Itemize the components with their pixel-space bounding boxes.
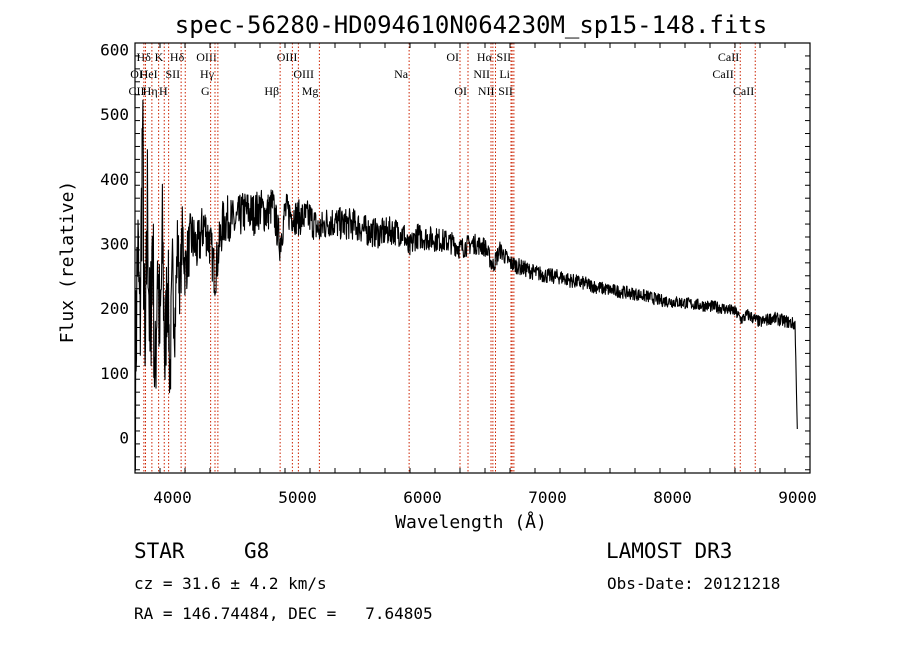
y-tick-label-500: 500 bbox=[100, 105, 129, 124]
marker-label-16: Na bbox=[394, 67, 409, 81]
marker-label-14: Hβ bbox=[264, 84, 279, 98]
x-tick-label-5000: 5000 bbox=[278, 488, 317, 507]
object-class: STAR bbox=[134, 539, 185, 563]
marker-label-6: Hδ bbox=[170, 50, 185, 64]
marker-label-9: OIII bbox=[196, 50, 217, 64]
plot-frame bbox=[134, 42, 811, 474]
y-tick-label-200: 200 bbox=[100, 299, 129, 318]
survey-label: LAMOST DR3 bbox=[606, 539, 733, 563]
marker-label-20: NII bbox=[473, 67, 490, 81]
y-tick-label-0: 0 bbox=[119, 428, 129, 447]
y-tick-label-300: 300 bbox=[100, 234, 129, 253]
marker-label-25: CaII bbox=[718, 50, 739, 64]
spectrum-line bbox=[134, 99, 798, 471]
marker-label-1: OI bbox=[130, 67, 143, 81]
marker-label-18: OI bbox=[454, 84, 467, 98]
x-axis-label: Wavelength (Å) bbox=[395, 511, 547, 533]
chart-title: spec-56280-HD094610N064230M_sp15-148.fit… bbox=[175, 11, 767, 39]
marker-label-2: CII bbox=[129, 84, 145, 98]
marker-label-4: HeI bbox=[140, 67, 158, 81]
marker-label-15: Mg bbox=[302, 84, 319, 98]
ra-dec-coordinates: RA = 146.74484, DEC = 7.64805 bbox=[134, 604, 433, 623]
x-tick-label-6000: 6000 bbox=[403, 488, 442, 507]
x-tick-label-4000: 4000 bbox=[153, 488, 192, 507]
x-tick-label-7000: 7000 bbox=[528, 488, 567, 507]
y-tick-label-400: 400 bbox=[100, 170, 129, 189]
x-tick-label-9000: 9000 bbox=[778, 488, 817, 507]
marker-label-23: Li bbox=[499, 67, 510, 81]
y-axis-label: Flux (relative) bbox=[57, 181, 78, 344]
axes: 4000 5000 6000 7000 8000 9000 0 100 200 300 400 500… bbox=[100, 40, 817, 507]
marker-label-17: OI bbox=[446, 50, 459, 64]
marker-label-8: H bbox=[159, 84, 168, 98]
marker-label-21: NII bbox=[478, 84, 495, 98]
object-subclass: G8 bbox=[244, 539, 270, 563]
y-tick-label-600: 600 bbox=[100, 40, 129, 59]
marker-label-13: OIII bbox=[293, 67, 314, 81]
x-tick-label-8000: 8000 bbox=[653, 488, 692, 507]
marker-label-19: Hα bbox=[477, 50, 493, 64]
series-group bbox=[134, 99, 798, 471]
marker-label-27: CaII bbox=[733, 84, 754, 98]
marker-label-11: G bbox=[201, 84, 210, 98]
marker-label-10: Hγ bbox=[200, 67, 215, 81]
marker-label-22: SII bbox=[496, 50, 511, 64]
line-markers: HδOICIIKHeIHηHδSIIHOIIIHγGOIIIOIIIHβMgNa… bbox=[129, 43, 756, 473]
redshift-velocity: cz = 31.6 ± 4.2 km/s bbox=[134, 574, 327, 593]
observation-date: Obs-Date: 20121218 bbox=[607, 574, 781, 593]
y-tick-label-100: 100 bbox=[100, 364, 129, 383]
marker-label-24: SII bbox=[498, 84, 513, 98]
marker-label-26: CaII bbox=[712, 67, 733, 81]
marker-label-5: Hη bbox=[143, 84, 158, 98]
marker-label-7: SII bbox=[165, 67, 180, 81]
